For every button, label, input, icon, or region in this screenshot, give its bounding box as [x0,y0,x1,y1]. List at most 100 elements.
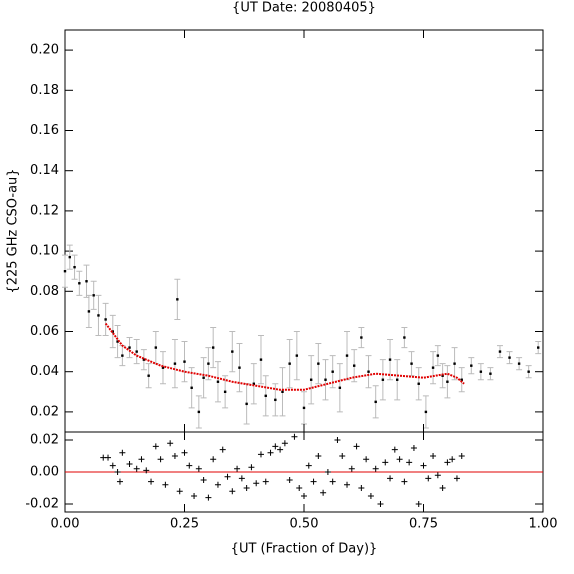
residual-point [434,472,441,479]
y-tick-label: 0.12 [30,203,59,218]
data-point [410,362,413,365]
residual-point [439,485,446,491]
data-point [259,358,263,361]
residual-point [171,453,178,459]
residual-point [320,489,327,496]
residual-point [205,494,212,501]
residual-point [396,456,403,463]
data-point [288,362,291,365]
data-point [264,394,267,398]
residual-point [401,478,408,485]
residual-point [291,433,298,440]
residual-point [238,475,245,482]
data-point [302,406,306,410]
residual-point [234,465,241,472]
residual-point [281,440,288,447]
data-point [436,354,440,357]
residual-point [353,443,360,450]
data-point [446,380,449,383]
y-tick-label: -0.02 [25,497,59,512]
y-tick-label: 0.18 [30,83,59,98]
data-point [274,398,277,402]
residual-point [410,445,417,451]
residual-point [329,478,336,485]
residual-point [387,475,394,482]
data-point [104,318,107,321]
residual-point [195,465,202,472]
data-point [197,410,201,414]
residual-point [243,485,250,491]
residual-point [296,485,303,491]
residual-point [324,469,331,475]
data-point [92,294,95,297]
residual-point [116,478,123,485]
y-tick-label: 0.00 [30,465,59,480]
y-tick-label: 0.02 [30,433,59,448]
data-point [135,350,138,353]
data-point [479,370,483,373]
residual-point [114,469,121,475]
residual-point [372,465,379,472]
y-tick-label: 0.04 [30,364,59,379]
y-tick-label: 0.20 [30,43,59,58]
data-point [97,314,100,317]
residual-point [444,459,451,466]
residual-point [348,465,355,472]
residual-point [301,493,307,499]
residual-point [210,456,217,463]
y-tick-label: 0.06 [30,324,59,339]
data-point [367,370,370,373]
x-tick-label: 0.50 [290,517,319,532]
data-point [211,346,215,349]
data-point [424,410,428,414]
residual-point [138,456,145,463]
residual-point [229,488,236,495]
data-point [417,382,420,385]
residual-point [272,443,279,450]
x-tick-label: 0.25 [170,517,199,532]
residual-point [257,451,264,458]
data-point [517,362,521,365]
data-point [331,370,334,373]
residual-point [119,449,126,456]
residual-point [382,459,389,466]
residual-point [286,477,293,483]
data-point [63,270,67,273]
residual-point [430,453,437,459]
data-point [317,362,320,365]
y-tick-label: 0.10 [30,244,59,259]
residual-point [219,446,226,453]
residual-point [162,481,169,488]
residual-point [157,456,164,463]
data-point [508,356,511,359]
residual-point [425,475,432,482]
y-axis-label: {225 GHz CSO-au} [6,168,21,293]
y-tick-label: 0.02 [30,404,59,419]
residual-point [126,461,133,467]
data-point [381,378,385,381]
residual-point [262,478,269,485]
residual-point [152,443,159,450]
y-tick-label: 0.08 [30,284,59,299]
x-tick-label: 1.00 [529,517,558,532]
data-point [238,366,241,369]
x-tick-label: 0.00 [51,517,80,532]
residual-point [143,467,150,474]
residual-point [133,465,140,472]
data-point [231,350,234,353]
x-tick-label: 0.75 [409,517,438,532]
residual-point [334,437,341,443]
data-point [202,376,205,379]
data-point [537,346,540,349]
residual-point [267,449,274,456]
data-point [396,378,399,381]
residual-point [167,440,174,447]
residual-point [148,478,155,485]
residual-point [344,481,351,488]
residual-point [406,459,413,466]
residual-point [176,488,183,495]
y-tick-label: 0.14 [30,163,59,178]
residual-point [105,454,112,461]
data-point [121,354,124,357]
